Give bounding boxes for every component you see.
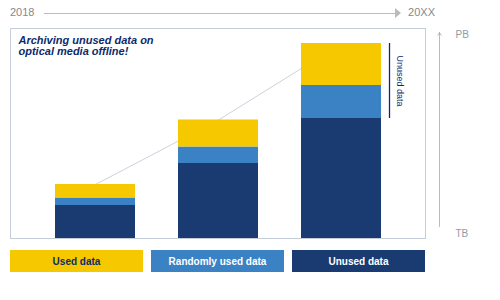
svg-text:Archiving unused data onoptica: Archiving unused data onoptical media of… <box>18 34 154 57</box>
html-text:Unused data: Unused data <box>328 255 389 267</box>
html-text:2018: 2018 <box>10 6 35 18</box>
html-text:Randomly used data: Randomly used data <box>168 255 267 267</box>
html-text:20XX: 20XX <box>408 6 435 18</box>
html-text:Used data: Used data <box>52 255 101 267</box>
svg-text:Unused data: Unused data <box>395 55 405 106</box>
svg-text:PB: PB <box>456 29 470 40</box>
svg-text:TB: TB <box>456 228 469 239</box>
